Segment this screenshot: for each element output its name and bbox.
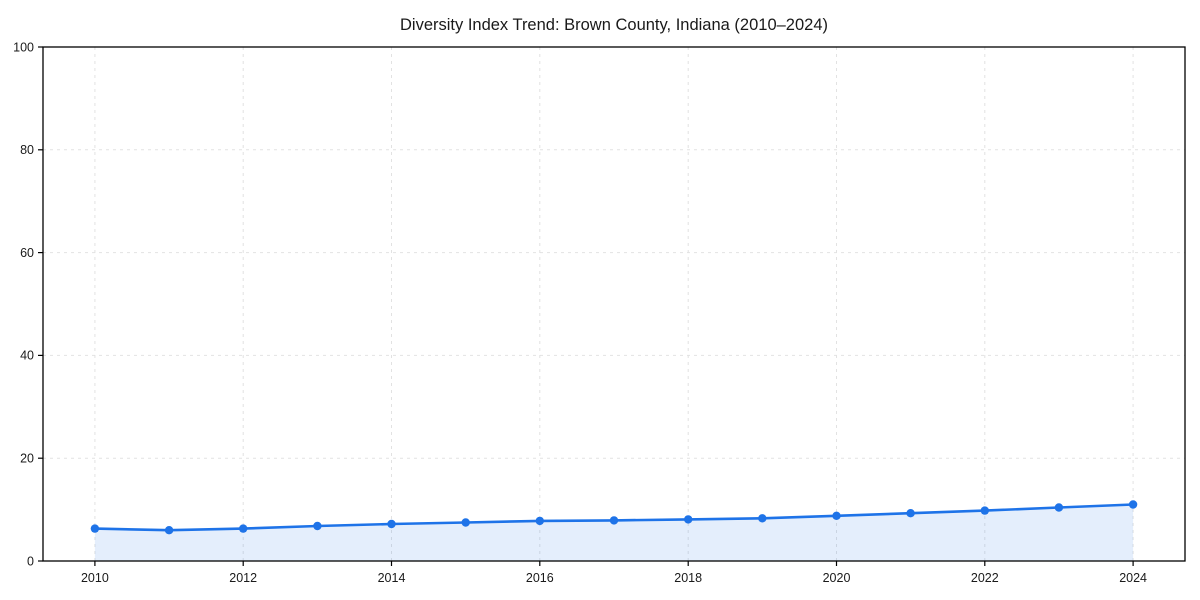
x-tick-label: 2010 bbox=[81, 571, 109, 585]
data-point bbox=[1128, 500, 1138, 509]
data-point bbox=[980, 506, 989, 515]
y-tick-label: 20 bbox=[20, 452, 34, 466]
x-tick-label: 2016 bbox=[526, 571, 554, 585]
data-point bbox=[684, 515, 693, 524]
data-point bbox=[609, 516, 619, 525]
area-fill bbox=[94, 504, 1134, 561]
y-tick-label: 40 bbox=[20, 349, 34, 363]
x-tick-label: 2024 bbox=[1119, 571, 1147, 585]
chart-title: Diversity Index Trend: Brown County, Ind… bbox=[400, 16, 828, 34]
y-tick-label: 0 bbox=[27, 554, 34, 568]
data-point bbox=[90, 524, 100, 533]
data-point bbox=[387, 519, 396, 529]
data-point bbox=[535, 516, 544, 526]
y-tick-label: 100 bbox=[13, 40, 34, 54]
data-point bbox=[758, 514, 767, 523]
data-point bbox=[461, 518, 470, 527]
y-tick-label: 80 bbox=[20, 143, 34, 157]
data-series bbox=[90, 500, 1138, 561]
x-tick-label: 2014 bbox=[378, 571, 406, 585]
gridlines bbox=[43, 47, 1185, 561]
data-point bbox=[164, 526, 174, 535]
data-point bbox=[1054, 503, 1064, 512]
x-tick-label: 2012 bbox=[229, 571, 257, 585]
plot-border bbox=[42, 46, 1186, 562]
y-tick-label: 60 bbox=[20, 246, 34, 260]
x-tick-label: 2020 bbox=[823, 571, 851, 585]
axes: 0 20 40 60 80 100 2010 2012 2014 2016 2018 2020 2022… bbox=[13, 40, 1186, 585]
x-tick-label: 2018 bbox=[674, 571, 702, 585]
data-point bbox=[313, 521, 322, 531]
data-point bbox=[832, 511, 841, 520]
data-point bbox=[239, 524, 248, 533]
data-point bbox=[906, 509, 915, 518]
x-tick-label: 2022 bbox=[971, 571, 999, 585]
